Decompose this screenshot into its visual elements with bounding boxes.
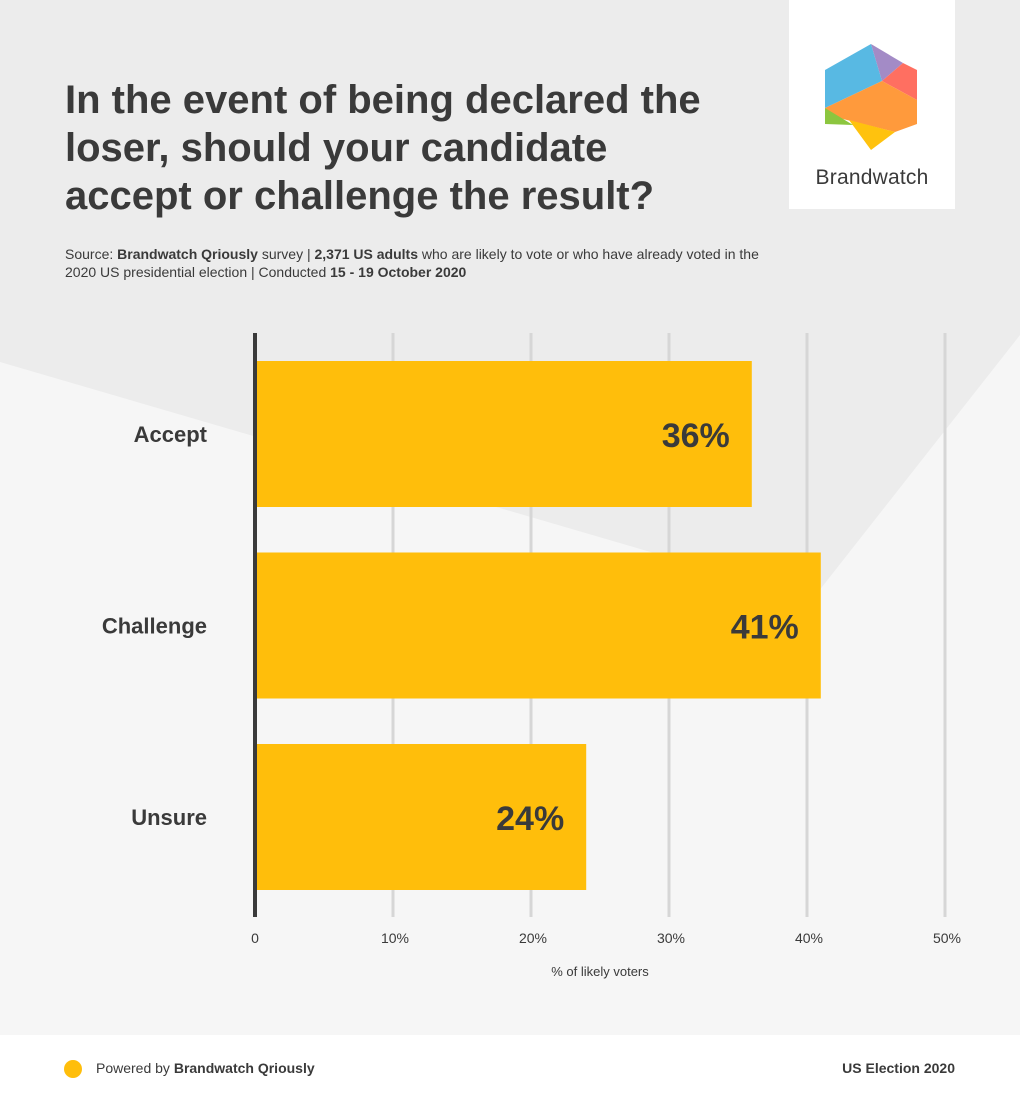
x-tick-label: 50% bbox=[933, 930, 961, 946]
category-label: Accept bbox=[134, 422, 208, 447]
x-axis-label: % of likely voters bbox=[551, 964, 649, 979]
brandwatch-logo-text: Brandwatch bbox=[815, 166, 929, 189]
category-label: Unsure bbox=[131, 805, 207, 830]
brandwatch-logo-card: Brandwatch bbox=[789, 0, 955, 209]
page-title: In the event of being declared the loser… bbox=[65, 78, 701, 218]
bar-unsure bbox=[255, 744, 587, 890]
value-label: 36% bbox=[662, 417, 730, 455]
bar-challenge bbox=[255, 552, 821, 699]
yellow-dot-icon bbox=[64, 1060, 82, 1078]
bar-chart: 36% Accept 41% Challenge 24% Unsure 0 10% 20% 30%… bbox=[102, 333, 961, 979]
footer-tag: US Election 2020 bbox=[842, 1060, 955, 1076]
x-tick-label: 0 bbox=[251, 930, 259, 946]
x-tick-label: 40% bbox=[795, 930, 823, 946]
value-label: 24% bbox=[496, 800, 564, 838]
x-tick-label: 20% bbox=[519, 930, 547, 946]
bar-accept bbox=[255, 361, 752, 507]
value-label: 41% bbox=[731, 609, 799, 647]
brandwatch-hexagon-icon bbox=[825, 44, 917, 150]
x-tick-label: 30% bbox=[657, 930, 685, 946]
x-tick-label: 10% bbox=[381, 930, 409, 946]
footer: Powered by Brandwatch Qriously US Electi… bbox=[0, 1035, 1020, 1104]
source-note: Source: Brandwatch Qriously survey | 2,3… bbox=[65, 246, 759, 280]
powered-by: Powered by Brandwatch Qriously bbox=[96, 1060, 315, 1076]
category-label: Challenge bbox=[102, 614, 207, 639]
